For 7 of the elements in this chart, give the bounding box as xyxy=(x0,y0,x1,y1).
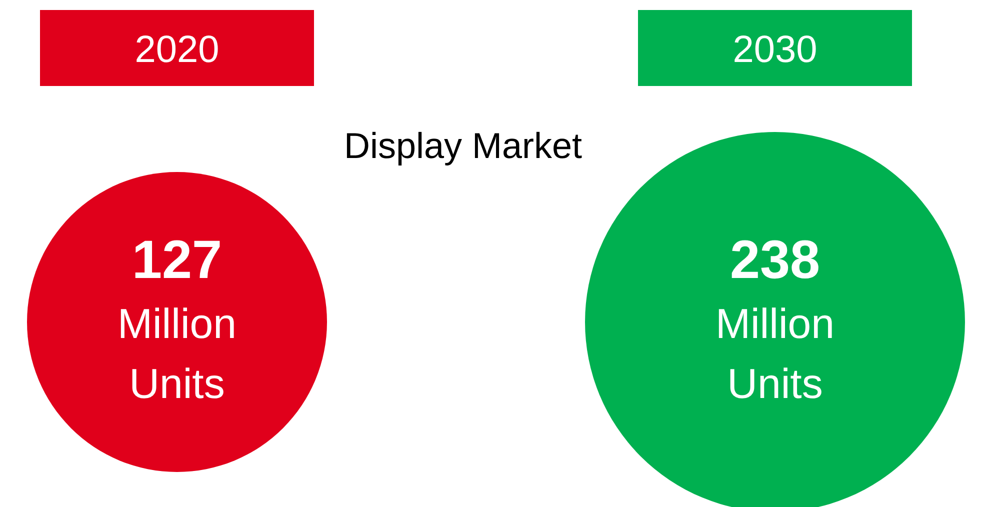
category-label: 2030 xyxy=(732,29,818,71)
text: Display Market xyxy=(344,125,582,166)
data-label: 127 xyxy=(132,230,222,290)
category-label: 2020 xyxy=(134,29,220,71)
text: Million Units xyxy=(117,300,237,407)
text: Million Units xyxy=(715,300,835,407)
data-label: 238 xyxy=(730,230,820,290)
